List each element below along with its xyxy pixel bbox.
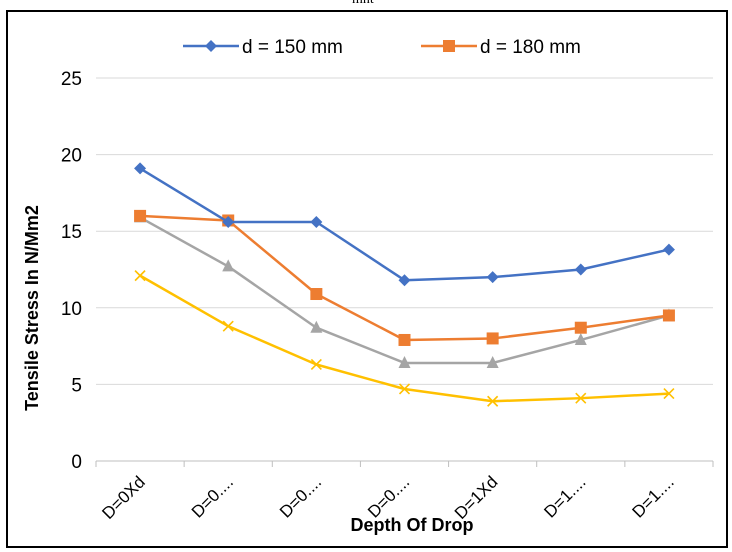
chart-frame — [6, 10, 728, 548]
legend-entry: d = 150 mm — [183, 37, 343, 58]
legend-label: d = 150 mm — [242, 37, 343, 58]
data-point-triangle — [486, 355, 499, 368]
data-point-square — [662, 309, 675, 322]
series-group — [134, 162, 675, 287]
data-point-x — [575, 392, 587, 404]
x-tick-label: D=0.... — [276, 472, 325, 521]
page-header-text: mnt — [352, 0, 374, 8]
data-point-x — [487, 395, 499, 407]
data-point-square — [134, 209, 147, 222]
x-tick-label: D=1.... — [629, 472, 678, 521]
y-tick-label: 10 — [61, 299, 82, 320]
data-point-diamond — [574, 263, 587, 276]
data-point-triangle — [574, 332, 587, 345]
data-point-diamond — [486, 271, 499, 284]
series-lines — [134, 162, 675, 407]
series-group — [134, 270, 675, 407]
x-tick-label: D=1.... — [540, 472, 589, 521]
data-point-square — [310, 288, 323, 301]
data-point-diamond — [310, 216, 323, 229]
data-point-square — [398, 333, 411, 346]
data-point-x — [134, 270, 146, 282]
data-point-square — [574, 321, 587, 334]
data-point-triangle — [310, 320, 323, 333]
data-point-x — [310, 358, 322, 371]
data-point-x — [222, 320, 234, 332]
x-axis-label: Depth Of Drop — [351, 515, 474, 535]
data-point-diamond — [398, 274, 411, 287]
data-point-diamond — [134, 162, 147, 175]
y-tick-label: 0 — [71, 452, 82, 473]
data-point-diamond — [205, 40, 217, 52]
data-point-square — [486, 332, 499, 345]
y-tick-labels: 0 5 10 15 20 25 — [61, 69, 82, 473]
legend-entry: d = 180 mm — [421, 37, 581, 58]
data-point-diamond — [662, 243, 675, 256]
y-tick-label: 15 — [61, 222, 82, 243]
series-line — [139, 167, 670, 282]
y-axis-label: Tensile Stress In N/Mm2 — [22, 205, 42, 411]
legend-label: d = 180 mm — [480, 37, 581, 58]
x-tick-label: D=0.... — [188, 472, 237, 521]
y-tick-label: 25 — [61, 69, 82, 90]
x-tick-label: D=0Xd — [98, 472, 149, 523]
data-point-square — [443, 40, 455, 52]
grid-lines — [96, 77, 713, 385]
data-point-triangle — [398, 355, 411, 368]
data-point-x — [663, 388, 675, 400]
data-point-diamond — [222, 216, 235, 229]
y-tick-label: 20 — [61, 146, 82, 167]
data-point-x — [398, 383, 411, 395]
axes — [95, 460, 714, 467]
legend: d = 150 mm d = 180 mm — [183, 37, 581, 58]
data-point-triangle — [222, 259, 235, 272]
page-header-fragment: mnt — [0, 0, 732, 10]
y-tick-label: 5 — [71, 375, 82, 396]
